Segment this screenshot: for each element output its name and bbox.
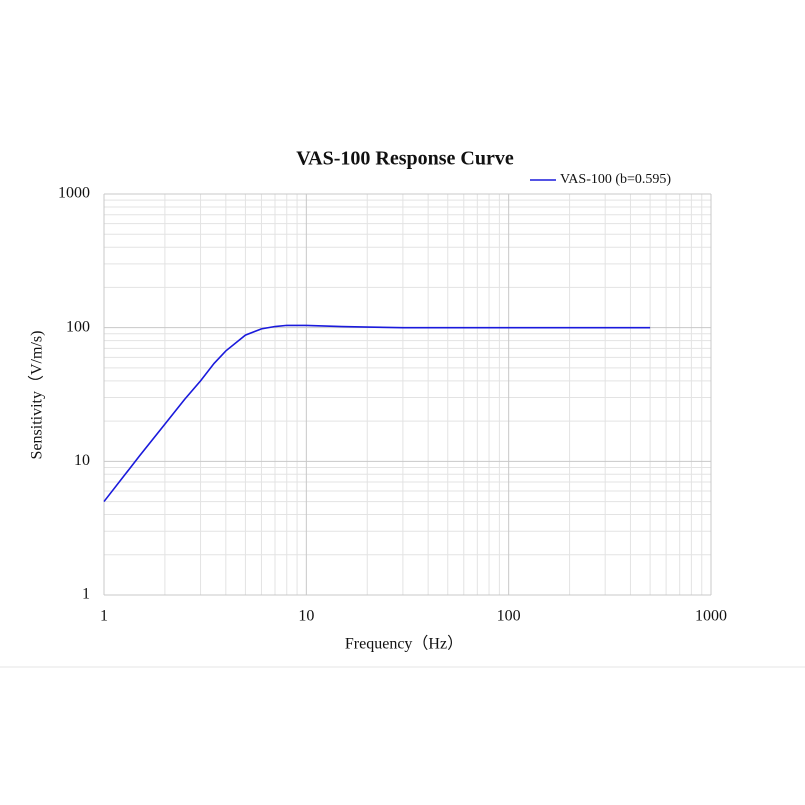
y-tick-label: 10 <box>74 452 90 469</box>
series-line <box>103 324 651 503</box>
y-tick-label: 100 <box>66 318 90 335</box>
y-tick-label: 1000 <box>58 185 90 202</box>
x-tick-label: 100 <box>497 608 521 625</box>
chart-title: VAS-100 Response Curve <box>296 148 514 170</box>
legend-label: VAS-100 (b=0.595) <box>560 172 671 187</box>
x-tick-label: 1000 <box>695 608 727 625</box>
x-tick-label: 10 <box>298 608 314 625</box>
y-axis-label: Sensitivity（V/m/s) <box>28 331 46 460</box>
y-tick-label: 1 <box>82 586 90 603</box>
x-axis-label: Frequency（Hz） <box>345 635 463 653</box>
x-tick-label: 1 <box>100 608 108 625</box>
